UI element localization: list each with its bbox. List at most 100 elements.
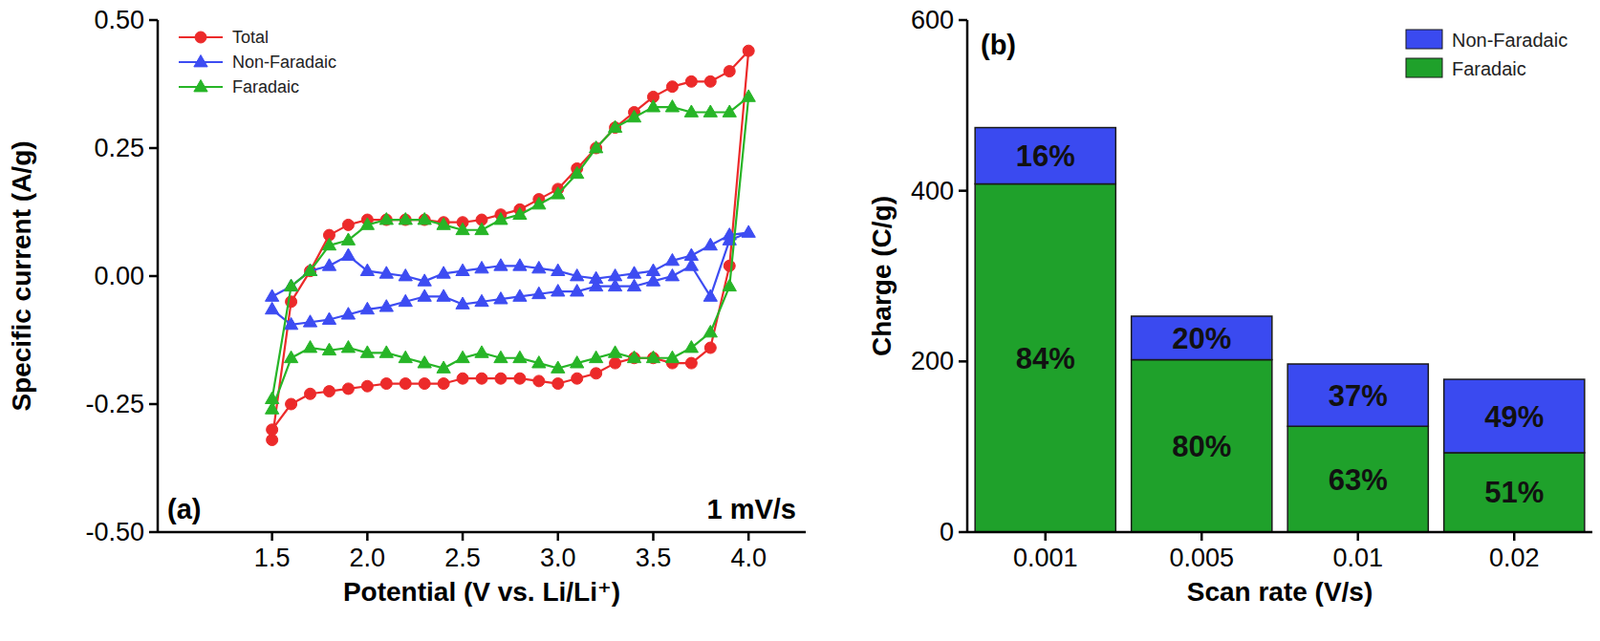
legend-label: Non-Faradaic xyxy=(1451,29,1568,51)
data-point xyxy=(513,259,527,271)
bar-segment xyxy=(1287,364,1428,427)
y-tick-label: 0.25 xyxy=(93,133,145,163)
y-tick-label: -0.50 xyxy=(85,518,145,547)
data-point xyxy=(495,372,507,385)
x-tick xyxy=(1200,532,1204,541)
legend-marker xyxy=(194,55,208,67)
data-point xyxy=(380,378,392,390)
data-point xyxy=(607,120,622,132)
data-point xyxy=(341,248,355,260)
y-axis-label: Charge (C/g) xyxy=(866,195,897,357)
data-point xyxy=(589,279,604,291)
x-tick xyxy=(1513,532,1516,541)
x-tick-label: 3.5 xyxy=(635,543,672,573)
data-point xyxy=(589,141,604,153)
data-point xyxy=(436,361,451,373)
bar-segment xyxy=(1444,379,1585,454)
x-tick xyxy=(366,532,369,541)
data-point xyxy=(684,105,698,117)
data-point xyxy=(475,345,489,358)
data-point xyxy=(360,263,374,276)
data-point xyxy=(703,237,717,250)
data-point xyxy=(532,196,546,209)
data-point xyxy=(322,312,336,325)
x-tick xyxy=(1044,532,1048,541)
data-point xyxy=(360,217,374,230)
x-axis xyxy=(967,531,1593,535)
data-point xyxy=(741,89,756,102)
data-point xyxy=(609,357,622,369)
data-point xyxy=(265,289,280,302)
bar-segment xyxy=(974,128,1116,185)
series-line xyxy=(272,232,750,325)
data-point xyxy=(341,341,355,353)
data-point xyxy=(704,75,716,87)
legend-label: Non-Faradaic xyxy=(232,52,337,72)
data-point xyxy=(723,65,736,78)
data-point xyxy=(627,266,641,279)
y-tick-label: 0 xyxy=(939,518,954,547)
y-tick xyxy=(149,147,158,151)
bar-segment xyxy=(1287,426,1428,533)
data-point xyxy=(398,350,412,363)
data-point xyxy=(742,44,755,57)
y-tick-label: 200 xyxy=(910,346,954,376)
data-point xyxy=(436,266,451,279)
data-point xyxy=(551,263,565,276)
data-point xyxy=(627,109,641,122)
data-point xyxy=(475,260,489,273)
data-point xyxy=(455,350,470,363)
data-point xyxy=(266,424,279,436)
percent-label: 16% xyxy=(1016,139,1076,173)
data-point xyxy=(399,378,411,390)
data-point xyxy=(360,302,374,314)
data-point xyxy=(417,289,432,302)
data-point xyxy=(342,218,354,231)
data-point xyxy=(513,289,527,302)
data-point xyxy=(455,297,470,309)
data-point xyxy=(684,259,698,271)
y-tick xyxy=(958,19,968,22)
series-line xyxy=(272,50,750,440)
y-tick xyxy=(149,403,158,407)
figure: 1.52.02.53.03.54.0-0.50-0.250.000.250.50… xyxy=(0,0,1600,641)
plot-area xyxy=(265,44,757,446)
legend-label: Total xyxy=(232,27,269,47)
panel-label: (a) xyxy=(167,494,201,525)
data-point xyxy=(684,341,698,353)
data-point xyxy=(398,213,412,225)
x-tick-label: 2.0 xyxy=(349,543,387,573)
annotation: 1 mV/s xyxy=(707,494,798,525)
data-point xyxy=(741,225,756,238)
data-point xyxy=(398,294,412,306)
data-point xyxy=(475,294,489,306)
data-point xyxy=(379,300,393,312)
x-tick-label: 3.0 xyxy=(540,543,577,573)
data-point xyxy=(417,356,432,368)
data-point xyxy=(665,100,679,112)
y-tick xyxy=(958,189,968,193)
data-point xyxy=(703,105,717,117)
data-point xyxy=(304,388,317,400)
data-point xyxy=(322,343,336,355)
bar-segment xyxy=(1131,316,1273,361)
x-tick-label: 0.001 xyxy=(1013,543,1079,573)
bar-segment xyxy=(1444,453,1585,533)
data-point xyxy=(532,286,546,299)
data-point xyxy=(341,233,355,245)
panel-b: 84%80%63%51%16%20%37%49%02004006000.0010… xyxy=(866,5,1593,607)
data-point xyxy=(342,383,354,395)
data-point xyxy=(455,222,470,235)
data-point xyxy=(533,375,545,388)
data-point xyxy=(665,269,679,282)
data-point xyxy=(379,266,393,279)
data-point xyxy=(666,81,678,93)
data-point xyxy=(494,350,508,363)
data-point xyxy=(570,356,584,368)
bar-segment xyxy=(1131,360,1273,533)
bar-segment xyxy=(974,184,1116,533)
y-tick xyxy=(958,531,968,535)
data-point xyxy=(532,260,546,273)
data-point xyxy=(379,213,393,225)
data-point xyxy=(417,213,432,225)
